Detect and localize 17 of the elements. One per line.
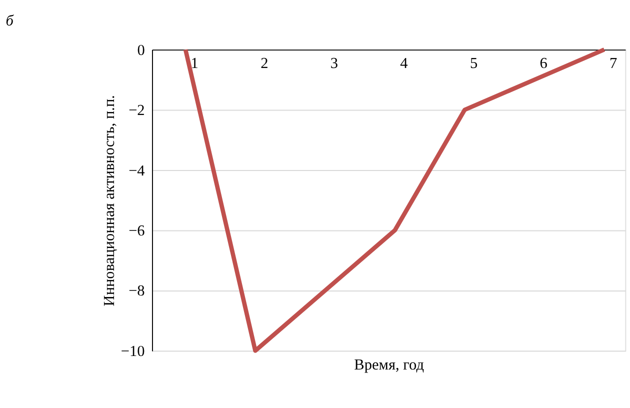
y-tick-label: −10: [120, 342, 146, 360]
line-series: [183, 47, 606, 353]
text: б: [6, 12, 15, 30]
x-tick-label: 6: [540, 55, 548, 72]
y-tick-label: −4: [128, 162, 146, 180]
y-tick-label: −8: [128, 282, 146, 300]
y-tick-label: 0: [137, 42, 146, 59]
y-tick-label: −2: [128, 102, 145, 120]
y-axis-title: Инновационная активность, п.п.: [101, 95, 118, 306]
x-tick-label: 1: [190, 55, 198, 72]
x-tick-label: 3: [330, 55, 338, 72]
x-tick-label: 4: [400, 55, 408, 72]
x-tick-label: 7: [610, 55, 618, 72]
x-tick-label: 5: [470, 55, 478, 72]
x-axis-title: Время, год: [354, 356, 424, 374]
x-tick-label: 2: [260, 55, 268, 72]
y-tick-label: −6: [128, 222, 146, 240]
